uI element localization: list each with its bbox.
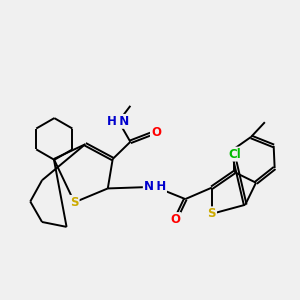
Text: S: S xyxy=(70,196,79,209)
Text: O: O xyxy=(170,213,181,226)
Text: S: S xyxy=(208,207,216,220)
Text: N H: N H xyxy=(144,180,166,193)
Text: O: O xyxy=(151,125,161,139)
Text: H N: H N xyxy=(107,115,130,128)
Text: Cl: Cl xyxy=(228,148,241,160)
